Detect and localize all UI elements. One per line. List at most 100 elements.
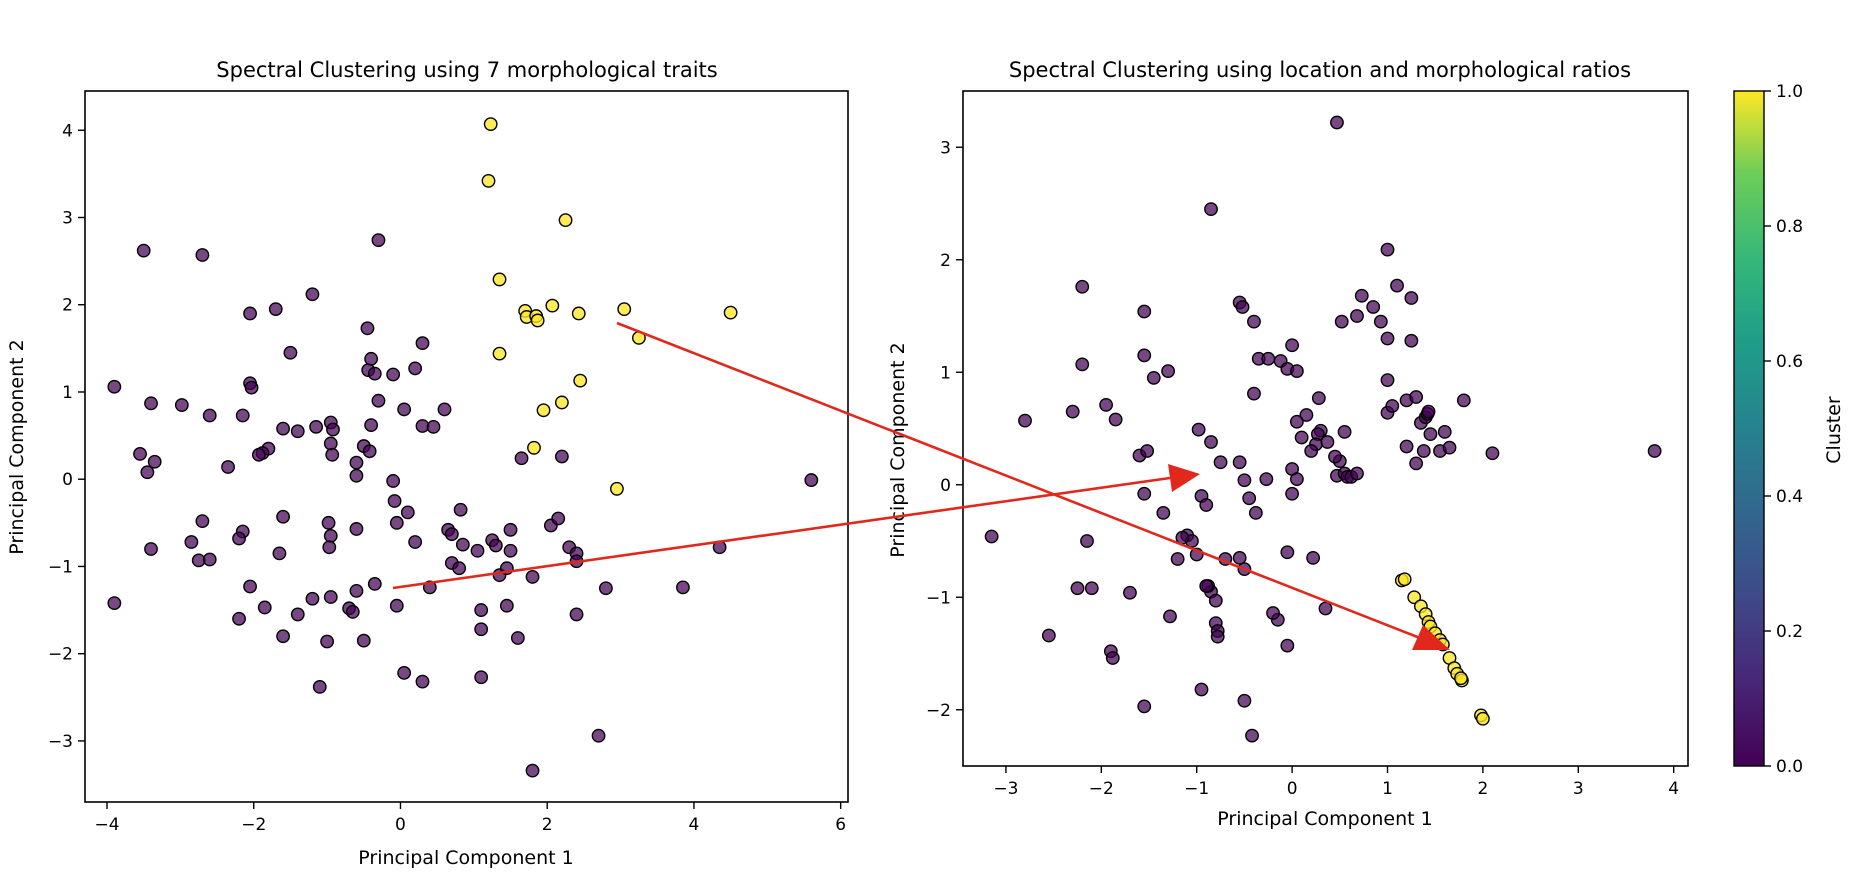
data-point-cluster-0 [386, 367, 401, 382]
data-point-cluster-0 [1041, 628, 1056, 643]
data-point-cluster-0 [1337, 424, 1352, 439]
y-tick-label: −2 [926, 701, 951, 721]
data-point-cluster-0 [474, 603, 489, 617]
data-point-cluster-0 [400, 505, 415, 520]
data-point-cluster-0 [1285, 486, 1300, 501]
data-point-cluster-0 [202, 408, 217, 423]
data-point-cluster-0 [1380, 331, 1395, 346]
data-point-cluster-0 [326, 422, 340, 437]
data-point-cluster-0 [1404, 333, 1419, 348]
data-point-cluster-0 [1280, 545, 1295, 560]
data-point-cluster-0 [1289, 364, 1304, 379]
x-tick-label: 1 [1382, 779, 1393, 799]
data-point-cluster-0 [389, 515, 404, 530]
data-point-cluster-0 [243, 306, 257, 321]
data-point-cluster-0 [1204, 435, 1218, 449]
data-point-cluster-0 [1146, 370, 1161, 385]
data-point-cluster-0 [569, 607, 584, 622]
data-point-cluster-0 [415, 674, 430, 689]
data-point-cluster-1 [483, 117, 498, 132]
data-point-cluster-0 [1399, 439, 1414, 454]
data-point-cluster-0 [1075, 357, 1090, 372]
data-point-cluster-0 [397, 665, 412, 680]
data-point-cluster-1 [492, 346, 507, 361]
data-point-cluster-0 [554, 449, 569, 464]
data-point-cluster-1 [527, 440, 541, 455]
data-point-cluster-0 [426, 419, 441, 434]
data-point-cluster-0 [140, 465, 155, 480]
colorbar-tick-label: 0.0 [1776, 757, 1803, 777]
data-point-cluster-1 [530, 313, 545, 328]
data-point-cluster-0 [1350, 466, 1364, 481]
data-point-cluster-0 [202, 552, 217, 567]
data-point-cluster-0 [1366, 300, 1381, 314]
x-tick-label: −2 [241, 815, 266, 835]
data-point-cluster-0 [1163, 609, 1177, 624]
data-point-cluster-1 [1476, 711, 1490, 726]
data-point-cluster-0 [1647, 444, 1662, 458]
data-point-cluster-0 [1232, 455, 1247, 470]
data-point-cluster-0 [1075, 279, 1090, 294]
data-point-cluster-0 [1289, 414, 1304, 429]
data-point-cluster-0 [107, 379, 122, 394]
colorbar-tick-label: 0.8 [1776, 217, 1803, 237]
data-point-cluster-0 [1156, 505, 1171, 520]
x-tick-label: 4 [689, 815, 700, 835]
data-point-cluster-0 [251, 447, 266, 462]
data-point-cluster-0 [1247, 386, 1261, 401]
data-point-cluster-0 [364, 351, 379, 366]
data-point-cluster-0 [1328, 449, 1342, 464]
data-point-cluster-0 [371, 393, 386, 408]
data-point-cluster-0 [1237, 473, 1252, 488]
data-point-cluster-0 [1235, 300, 1250, 314]
y-tick-label: −1 [48, 557, 73, 577]
x-tick-label: 0 [1287, 779, 1298, 799]
y-tick-label: 0 [940, 476, 951, 496]
data-point-cluster-1 [481, 173, 496, 188]
data-point-cluster-0 [1318, 601, 1333, 616]
data-point-cluster-0 [408, 361, 423, 376]
data-point-cluster-0 [290, 424, 305, 439]
y-tick-label: 4 [62, 121, 73, 141]
y-tick-label: 2 [62, 296, 73, 316]
data-point-cluster-0 [321, 515, 336, 530]
data-point-cluster-0 [371, 233, 386, 248]
data-point-cluster-0 [1170, 552, 1185, 566]
x-tick-label: 3 [1573, 779, 1584, 799]
colorbar-gradient [1733, 90, 1765, 767]
data-point-cluster-0 [309, 419, 324, 434]
left-plot-frame [84, 90, 849, 803]
data-point-cluster-0 [276, 421, 290, 436]
colorbar-tick-label: 0.6 [1776, 352, 1803, 372]
data-point-cluster-0 [1423, 427, 1438, 442]
data-point-cluster-0 [367, 366, 382, 381]
data-point-cluster-0 [1161, 364, 1175, 379]
data-point-cluster-0 [1080, 534, 1094, 548]
data-point-cluster-0 [1261, 351, 1276, 366]
data-point-cluster-0 [1289, 472, 1304, 487]
data-point-cluster-1 [573, 373, 588, 388]
data-point-cluster-0 [1140, 444, 1155, 458]
data-point-cluster-0 [1280, 638, 1295, 653]
data-point-cluster-1 [558, 213, 573, 228]
data-point-cluster-0 [1084, 581, 1099, 596]
data-point-cluster-0 [676, 580, 690, 595]
data-point-cluster-0 [415, 336, 430, 351]
data-point-cluster-0 [1232, 550, 1247, 565]
data-point-cluster-0 [268, 302, 283, 316]
data-point-cluster-0 [1409, 390, 1424, 404]
data-point-cluster-0 [591, 728, 606, 743]
data-point-cluster-0 [389, 598, 404, 613]
data-point-cluster-0 [1105, 651, 1120, 665]
data-point-cluster-0 [1311, 391, 1326, 406]
right-y-axis-label: Principal Component 2 [887, 342, 909, 557]
y-tick-label: −3 [48, 732, 73, 752]
data-point-cluster-0 [1285, 338, 1300, 353]
data-point-cluster-0 [470, 543, 485, 558]
data-point-cluster-0 [1330, 115, 1344, 130]
data-point-cluster-1 [492, 272, 507, 287]
data-point-cluster-0 [1259, 472, 1274, 487]
data-point-cluster-0 [408, 535, 423, 549]
data-point-cluster-0 [276, 629, 290, 644]
